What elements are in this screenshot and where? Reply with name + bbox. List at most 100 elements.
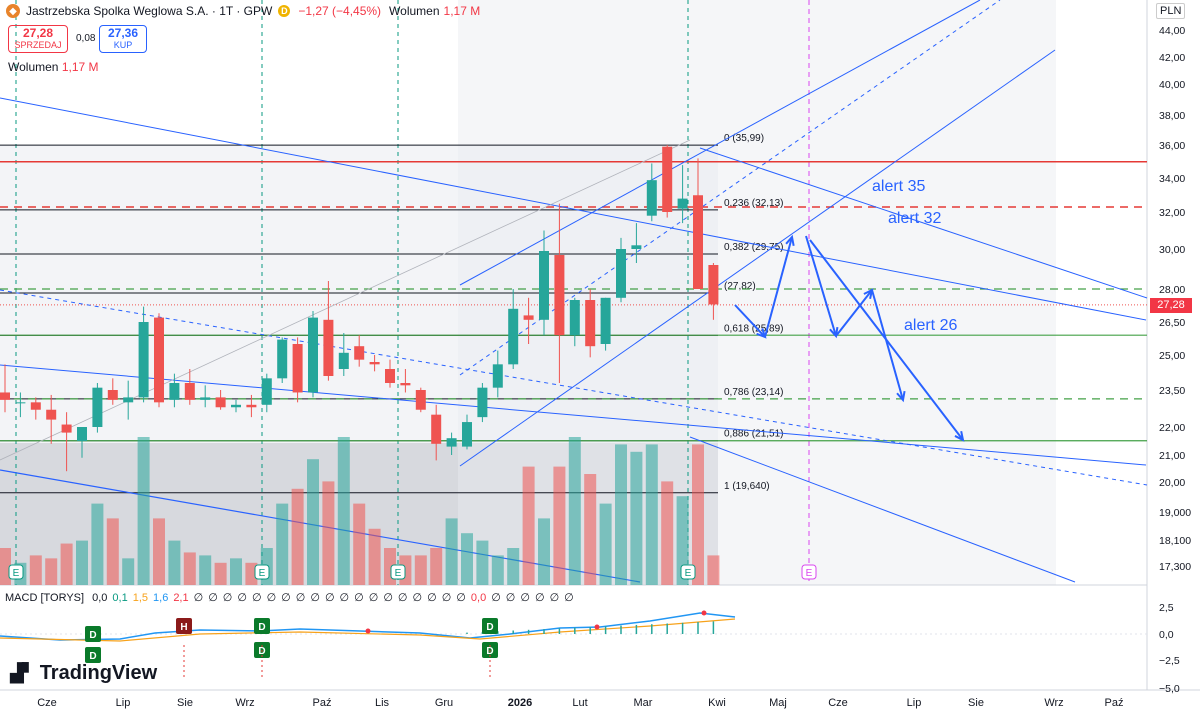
macd-empty-value: ∅ [549,592,560,604]
fib-label-1: 1 (19,640) [724,481,770,492]
trend-line-6 [689,436,1076,583]
volume-bar [29,555,42,585]
price-tick: 25,00 [1159,350,1185,362]
volume-bar [322,481,335,585]
volume-bar [491,555,504,585]
price-tick: 32,00 [1159,207,1185,219]
candle-body [138,322,149,398]
macd-signal-marker-icon [176,618,192,634]
projection-arrow-2 [805,235,837,337]
macd-signal-marker-label: D [89,651,96,662]
trend-line-5 [459,0,1001,376]
tradingview-logo[interactable]: ▟▘ TradingView [10,662,157,685]
macd-empty-value: ∅ [520,592,530,604]
macd-empty-value: ∅ [339,592,350,604]
earnings-marker-icon [8,564,24,580]
volume-bar [414,555,427,585]
macd-empty-value: ∅ [237,592,247,604]
macd-empty-value: ∅ [368,592,379,604]
candle-body [184,383,195,400]
volume-bar [199,555,212,585]
candle-body [292,344,303,393]
candle-body [708,265,719,305]
trend-line-0 [0,97,1147,321]
candle-body [0,392,10,400]
price-tick: 22,00 [1159,422,1185,434]
volume-bar [307,459,319,585]
buy-button[interactable]: 27,36 KUP [99,25,147,53]
candle-body [15,402,26,404]
price-tick: 44,00 [1159,25,1185,37]
symbol-header: ◆ Jastrzebska Spolka Weglowa S.A. · 1T ·… [0,0,480,22]
fib-label-0.886: 0,886 (21,51) [724,429,784,440]
fib-label-0.786: 0,786 (23,14) [724,387,784,398]
candle-body [107,390,118,400]
candle-body [231,404,241,408]
macd-empty-value: ∅ [456,592,466,604]
time-tick: Mar [634,697,653,709]
candle-body [215,397,226,408]
macd-signal-marker-label: D [258,622,265,633]
macd-signal-marker-icon [85,647,101,663]
trend-line-7 [699,147,1148,299]
macd-empty-value: ∅ [208,592,218,604]
time-tick: Gru [435,697,453,709]
price-tick: 28,00 [1159,284,1185,296]
symbol-title[interactable]: Jastrzebska Spolka Weglowa S.A. · 1T · G… [26,4,273,18]
volume-bar [91,503,104,585]
time-tick: Paź [313,697,332,709]
candle-body [693,195,703,289]
alert-label-2: alert 26 [904,317,957,334]
candle-body [446,438,457,447]
candle-body [46,409,57,420]
earnings-marker-label: E [259,568,266,579]
macd-legend[interactable]: MACD [TORYS] 0,0 0,1 1,5 1,6 2,1 ∅ ∅ ∅ ∅ ∅ ∅ ∅ ∅ ∅ ∅ ∅ ∅… [5,591,579,604]
price-tick: 26,50 [1159,317,1185,329]
volume-bar [106,518,119,585]
candle-body [154,317,164,403]
time-tick: Wrz [235,697,254,709]
earnings-marker-icon [390,564,406,580]
volume-bar [45,558,58,585]
candle-body [354,346,365,360]
time-tick: Lip [116,697,131,709]
macd-value: 1,6 [153,592,169,604]
volume-pane-legend[interactable]: Wolumen 1,17 M [8,60,99,74]
volume-pane-value: 1,17 M [61,60,99,74]
sell-price: 27,28 [22,26,54,40]
currency-selector[interactable]: PLN [1156,3,1186,19]
volume-bar [553,466,566,585]
brand-name: TradingView [39,662,158,684]
volume-bar [430,548,443,585]
volume-bar [230,558,242,585]
volume-bar [661,481,674,585]
volume-bar [568,437,581,585]
volume-bar [245,562,258,585]
candle-body [400,383,411,386]
macd-tick: −2,5 [1159,655,1180,667]
volume-pane-label: Wolumen [8,60,59,74]
price-tick: 18,100 [1159,535,1191,547]
candle-body [308,317,318,393]
fib-label-0.618: 0,618 (25,89) [724,323,784,334]
earnings-marker-icon [680,564,696,580]
candle-body [554,255,565,336]
price-tick: 20,00 [1159,477,1185,489]
trend-line-9 [0,139,691,461]
price-tick: 34,00 [1159,173,1185,185]
macd-value: 1,5 [132,592,149,604]
volume-bar [476,540,489,585]
sell-button[interactable]: 27,28 SPRZEDAJ [8,25,68,53]
price-tick: 40,00 [1159,79,1185,91]
price-tick: 21,00 [1159,450,1185,462]
macd-value: 0,1 [112,592,128,604]
signal-line [0,618,736,642]
candle-body [123,397,134,403]
macd-empty-value: ∅ [281,592,291,604]
volume-bar [692,444,704,585]
time-tick: Lis [375,697,390,709]
buy-price: 27,36 [107,26,139,40]
candle-body [585,300,596,347]
price-tick: 19,000 [1159,507,1191,519]
